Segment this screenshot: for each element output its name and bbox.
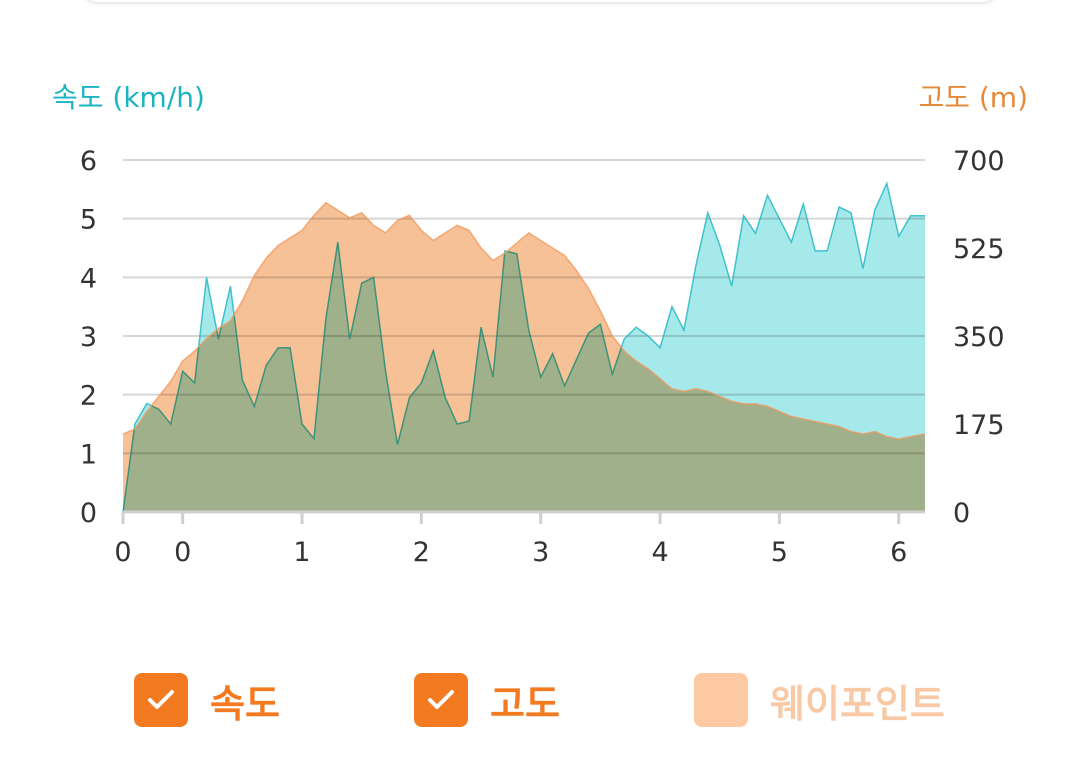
left-axis-tick-label: 6 (80, 146, 97, 177)
legend-altitude-label: 고도 (490, 681, 560, 726)
x-axis-tick-label: 6 (890, 537, 907, 568)
legend-speed-label: 속도 (210, 681, 280, 726)
legend-altitude[interactable]: 고도 (414, 672, 560, 728)
left-axis-tick-label: 4 (80, 263, 97, 294)
left-axis-title: 속도 (km/h) (52, 81, 205, 114)
left-axis-tick-label: 1 (80, 439, 97, 470)
x-axis-tick-label: 3 (532, 537, 549, 568)
speed-checkbox[interactable] (134, 673, 188, 727)
series-area-altitude (123, 202, 925, 512)
x-axis-tick-label: 1 (293, 537, 310, 568)
right-axis-tick-label: 350 (953, 322, 1005, 353)
check-icon (428, 690, 454, 709)
x-axis-tick-label: 0 (114, 537, 131, 568)
right-axis-tick-label: 525 (953, 234, 1005, 265)
right-axis-title: 고도 (m) (918, 81, 1028, 114)
x-axis-tick-label: 2 (413, 537, 430, 568)
legend-waypoint[interactable]: 웨이포인트 (694, 672, 945, 728)
check-icon (148, 690, 174, 709)
left-axis-tick-label: 2 (80, 381, 97, 412)
right-axis-tick-label: 0 (953, 498, 970, 529)
right-axis-tick-label: 175 (953, 410, 1005, 441)
waypoint-checkbox[interactable] (694, 673, 748, 727)
x-axis-tick-label: 5 (771, 537, 788, 568)
top-card-edge (80, 0, 1000, 2)
left-axis-tick-label: 0 (80, 498, 97, 529)
x-axis-tick-label: 4 (651, 537, 668, 568)
left-axis-tick-label: 3 (80, 322, 97, 353)
series-line-altitude (122, 201, 926, 440)
altitude-checkbox[interactable] (414, 673, 468, 727)
legend-waypoint-label: 웨이포인트 (770, 681, 945, 726)
x-axis-tick-label: 0 (174, 537, 191, 568)
left-axis-tick-label: 5 (80, 205, 97, 236)
right-axis-tick-label: 700 (953, 146, 1005, 177)
legend-speed[interactable]: 속도 (134, 672, 280, 728)
